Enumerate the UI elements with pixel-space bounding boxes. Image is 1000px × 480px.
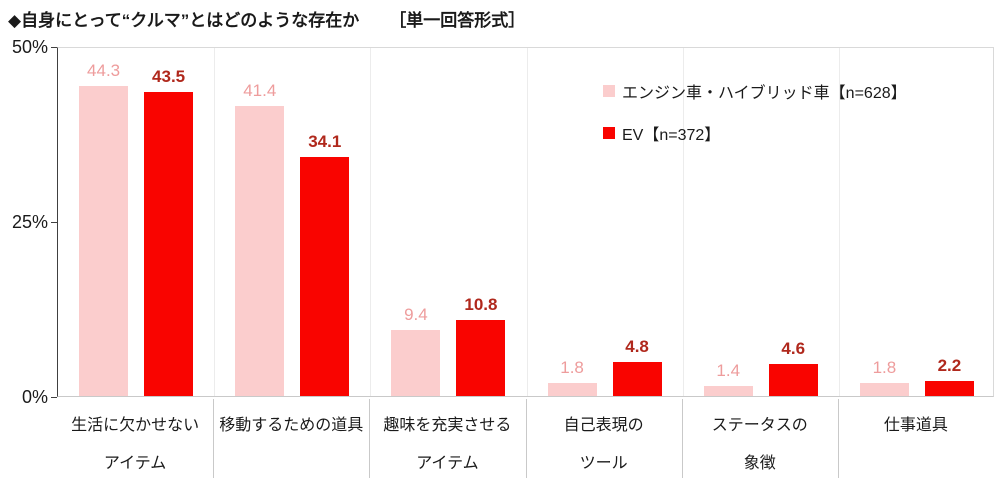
bar-ev: 4.8: [612, 337, 662, 396]
category-label-line: 趣味を充実させる: [383, 417, 512, 434]
plot-area: 44.3 43.5 41.4 34.1 9.4 10.8 1.8 4.8 1.4 4.6 1.8 2.…: [57, 47, 994, 397]
category-gridline: [838, 48, 840, 396]
category-label-line: ツール: [579, 455, 628, 472]
data-label-engine: 41.4: [243, 81, 277, 101]
category-label-line: 生活に欠かせない: [71, 417, 200, 434]
category-label-line: [213, 442, 369, 480]
legend-swatch-ev-icon: [603, 127, 615, 139]
legend-label-ev: EV【n=372】: [622, 127, 721, 144]
category-label-line: 仕事道具: [883, 417, 948, 434]
y-axis-tick-label: 25%: [11, 212, 48, 232]
bar-engine: 44.3: [79, 61, 129, 396]
category-gridline: [526, 48, 528, 396]
data-label-ev: 10.8: [464, 295, 498, 315]
category-gridline: [682, 48, 684, 396]
category-label: 趣味を充実させる アイテム: [369, 404, 525, 480]
data-label-ev: 43.5: [152, 66, 186, 86]
category-label: 自己表現の ツール: [526, 404, 682, 480]
bar-engine: 1.8: [859, 358, 909, 396]
category-label-line: 象徴: [743, 455, 776, 472]
y-axis-tick-mark: [51, 47, 57, 48]
data-label-engine: 1.4: [716, 361, 741, 381]
data-label-ev: 4.6: [781, 338, 806, 358]
legend-item-engine-hybrid: エンジン車・ハイブリッド車【n=628】: [603, 78, 907, 104]
data-label-engine: 9.4: [404, 305, 428, 325]
category-label-separator: [525, 399, 527, 478]
bar-ev: 4.6: [768, 339, 818, 396]
data-label-engine: 1.8: [872, 358, 897, 378]
data-label-ev: 34.1: [308, 132, 342, 152]
category-gridline: [214, 48, 216, 396]
category-label-separator: [681, 399, 683, 478]
bar-engine: 1.4: [703, 361, 753, 396]
bar-group: 1.8 2.2: [839, 48, 995, 396]
bar-ev: 43.5: [144, 67, 194, 396]
bar-ev: 34.1: [300, 132, 350, 396]
bar-group: 41.4 34.1: [214, 48, 370, 396]
category-label: 移動するための道具: [213, 404, 369, 480]
category-label: ステータスの 象徴: [682, 404, 838, 480]
category-label-separator: [213, 399, 215, 478]
data-label-ev: 4.8: [625, 337, 649, 357]
category-label-line: ステータスの: [711, 417, 808, 434]
bar-engine: 1.8: [547, 358, 597, 396]
bar-engine: 9.4: [391, 305, 441, 396]
y-axis-tick-mark: [51, 397, 57, 398]
bar-ev: 2.2: [924, 356, 974, 396]
category-label-separator: [369, 399, 371, 478]
answer-format-label: ［単一回答形式］: [389, 11, 526, 30]
y-axis-tick-mark: [51, 222, 57, 223]
bar-group: 1.8 4.8: [527, 48, 683, 396]
bar-engine: 41.4: [235, 81, 285, 396]
legend: エンジン車・ハイブリッド車【n=628】 EV【n=372】: [603, 78, 907, 162]
category-gridline: [370, 48, 372, 396]
bar-group: 1.4 4.6: [683, 48, 839, 396]
data-label-engine: 44.3: [87, 60, 121, 80]
bar-ev: 10.8: [456, 295, 506, 396]
category-label: 仕事道具: [838, 404, 994, 480]
chart-header: ◆自身にとって“クルマ”とはどのような存在か ［単一回答形式］: [8, 6, 525, 31]
data-label-engine: 1.8: [560, 358, 584, 378]
legend-item-ev: EV【n=372】: [603, 120, 907, 146]
category-label-line: アイテム: [416, 455, 479, 472]
bar-group: 44.3 43.5: [58, 48, 214, 396]
bar-group: 9.4 10.8: [370, 48, 526, 396]
legend-swatch-engine-hybrid-icon: [603, 85, 615, 97]
category-label-line: アイテム: [103, 455, 167, 472]
category-label-line: [838, 442, 994, 480]
category-label-separator: [837, 399, 839, 478]
data-label-ev: 2.2: [937, 355, 962, 375]
category-label-line: 移動するための道具: [219, 417, 364, 434]
category-label: 生活に欠かせない アイテム: [57, 404, 213, 480]
chart-title: ◆自身にとって“クルマ”とはどのような存在か: [8, 11, 360, 30]
category-label-line: 自己表現の: [563, 417, 644, 434]
y-axis-tick-label: 0%: [21, 387, 48, 407]
legend-label-engine-hybrid: エンジン車・ハイブリッド車【n=628】: [622, 85, 907, 102]
y-axis-tick-label: 50%: [11, 37, 48, 57]
